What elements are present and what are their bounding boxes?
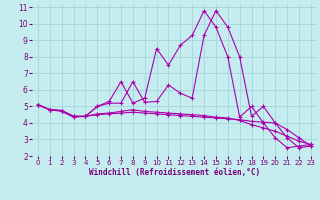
X-axis label: Windchill (Refroidissement éolien,°C): Windchill (Refroidissement éolien,°C)	[89, 168, 260, 177]
